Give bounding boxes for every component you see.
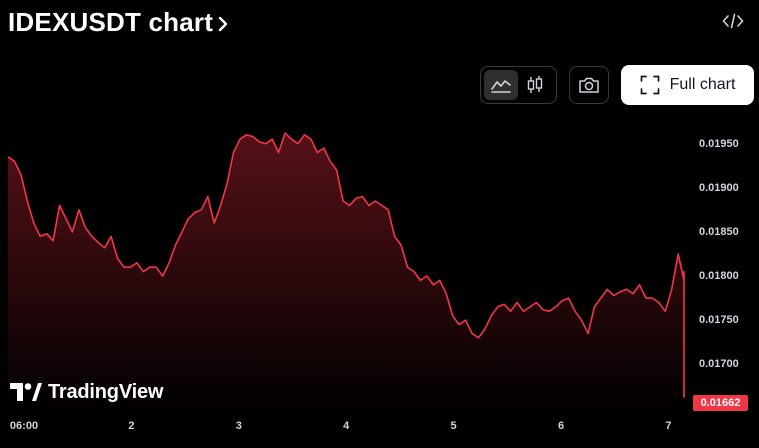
time-tick-label: 6 [557, 420, 565, 432]
chart-title: IDEXUSDT chart [8, 6, 214, 37]
tradingview-watermark[interactable]: TradingView [10, 380, 163, 404]
chart-title-link[interactable]: IDEXUSDT chart [8, 4, 229, 40]
time-tick-label: 5 [450, 420, 457, 432]
price-tick-label: 0.01750 [699, 314, 739, 327]
code-brackets-icon [722, 13, 744, 29]
last-price-badge: 0.01662 [693, 395, 748, 411]
price-tick-label: 0.01850 [699, 225, 739, 238]
candles-style-button[interactable] [518, 70, 552, 100]
screenshot-button[interactable] [569, 66, 609, 104]
chevron-right-icon [218, 16, 228, 31]
fullscreen-corners-icon [640, 75, 659, 95]
price-line [7, 132, 685, 398]
camera-icon [579, 77, 599, 93]
price-tick-label: 0.01700 [699, 358, 739, 371]
time-tick-label: 3 [235, 420, 242, 432]
price-tick-label: 0.01800 [699, 270, 739, 283]
area-style-button[interactable] [484, 70, 518, 100]
time-tick-label: 4 [343, 420, 350, 432]
tradingview-wordmark: TradingView [48, 380, 164, 403]
candlestick-icon [527, 76, 543, 93]
time-tick-label: 2 [128, 420, 135, 432]
price-tick-label: 0.01900 [699, 181, 739, 194]
area-chart-icon [491, 80, 511, 93]
price-area-fill [8, 133, 684, 412]
tradingview-logo-icon [10, 383, 42, 401]
full-chart-button[interactable]: Full chart [621, 65, 754, 105]
chart-style-toggle [480, 66, 557, 104]
embed-code-button[interactable] [721, 10, 745, 32]
time-tick-label: 06:00 [9, 420, 39, 432]
full-chart-label: Full chart [669, 76, 736, 93]
price-tick-label: 0.01950 [699, 137, 739, 150]
time-tick-label: 7 [665, 420, 672, 432]
